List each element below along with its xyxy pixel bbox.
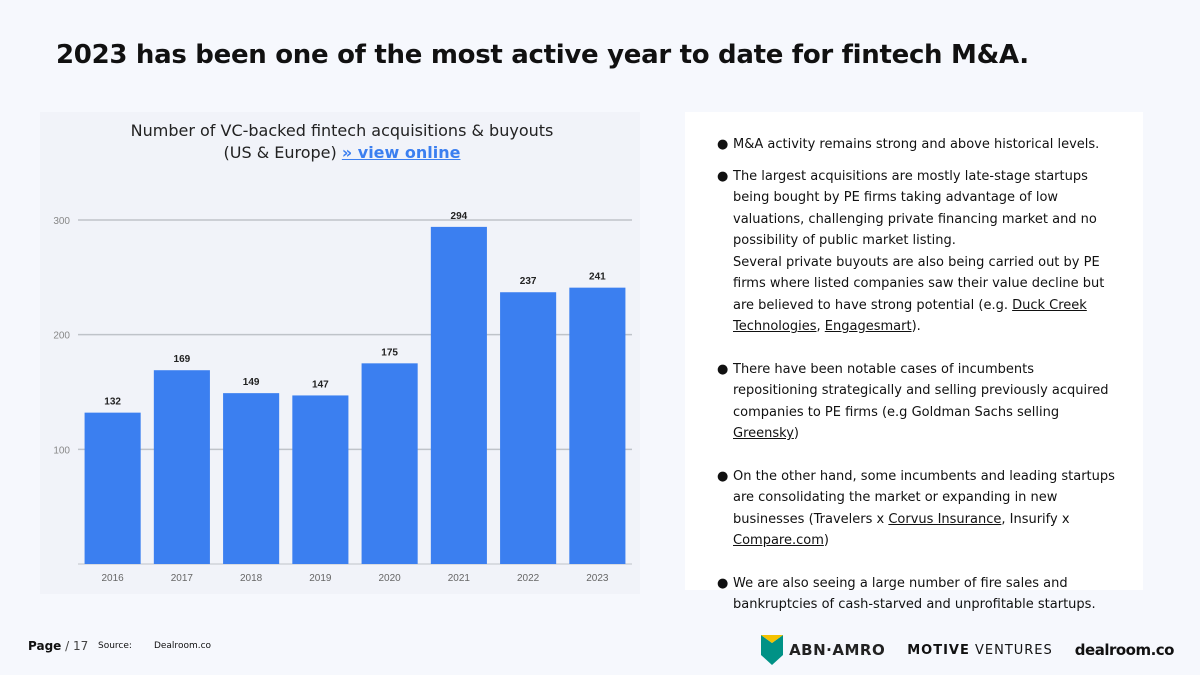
- note-item: ● There have been notable cases of incum…: [717, 359, 1119, 445]
- source-value: Dealroom.co: [153, 641, 212, 651]
- note-item: ● M&A activity remains strong and above …: [717, 134, 1119, 156]
- bar: [84, 412, 141, 564]
- y-tick-label: 300: [53, 216, 70, 227]
- data-label: 132: [104, 397, 121, 408]
- note-text: M&A activity remains strong and above hi…: [733, 137, 1100, 152]
- note-text: There have been notable cases of incumbe…: [733, 361, 1109, 420]
- data-label: 241: [589, 272, 606, 283]
- page-label: Page: [28, 639, 62, 653]
- note-text: On the other hand, some incumbents and l…: [733, 468, 1115, 527]
- compare-link[interactable]: Compare.com: [733, 533, 824, 548]
- view-online-link[interactable]: » view online: [341, 143, 461, 162]
- footer: Page / 17 Source: Dealroom.co: [28, 639, 211, 653]
- bullet-icon: ●: [717, 137, 729, 152]
- motive-ventures-logo: MOTIVE VENTURES: [907, 642, 1053, 658]
- bullet-icon: ●: [717, 168, 729, 184]
- bar: [500, 292, 557, 564]
- dealroom-logo: dealroom.co: [1074, 641, 1175, 659]
- chart-title-line2: (US & Europe) » view online: [40, 142, 644, 164]
- abn-shield-icon: [761, 635, 784, 665]
- chart-title: Number of VC-backed fintech acquisitions…: [40, 120, 644, 164]
- bar: [223, 393, 280, 564]
- page-title: 2023 has been one of the most active yea…: [56, 40, 1029, 70]
- notes-panel: ● M&A activity remains strong and above …: [685, 112, 1143, 612]
- note-text: ,: [816, 319, 825, 334]
- note-item: ● The largest acquisitions are mostly la…: [717, 166, 1119, 338]
- corvus-link[interactable]: Corvus Insurance: [888, 511, 1002, 527]
- notes-list: ● M&A activity remains strong and above …: [685, 112, 1143, 616]
- x-tick-label: 2022: [517, 573, 540, 584]
- data-label: 175: [381, 347, 398, 358]
- engagesmart-link[interactable]: Engagesmart: [824, 319, 912, 334]
- note-text: ): [823, 533, 829, 548]
- bullet-icon: ●: [717, 361, 729, 377]
- note-text: ).: [911, 319, 921, 334]
- data-label: 147: [312, 379, 329, 390]
- note-text: Several private buyouts are also being c…: [733, 254, 1105, 313]
- data-label: 169: [174, 354, 191, 365]
- chart-panel: Number of VC-backed fintech acquisitions…: [40, 112, 640, 594]
- bar: [361, 363, 418, 564]
- x-tick-label: 2021: [448, 573, 471, 584]
- data-label: 149: [243, 377, 260, 388]
- x-tick-label: 2017: [171, 573, 194, 584]
- chart-title-line1: Number of VC-backed fintech acquisitions…: [130, 121, 554, 140]
- note-text: The largest acquisitions are mostly late…: [733, 168, 1097, 249]
- x-tick-label: 2016: [102, 573, 125, 584]
- x-tick-label: 2019: [309, 573, 332, 584]
- page-number: / 17: [65, 639, 89, 653]
- y-tick-label: 100: [53, 445, 70, 456]
- partner-logos: ABN·AMRO MOTIVE VENTURES dealroom.co: [761, 633, 1175, 667]
- x-tick-label: 2018: [240, 573, 263, 584]
- data-label: 294: [451, 211, 468, 222]
- source-label: Source:: [98, 641, 132, 651]
- greensky-link[interactable]: Greensky: [733, 426, 794, 441]
- note-text: , Insurify x: [1001, 511, 1070, 527]
- note-item: ● We are also seeing a large number of f…: [717, 573, 1119, 616]
- bar-chart: 100 200 300 132 2016 169 2017 149 2018 147 2019 175…: [53, 211, 632, 584]
- y-tick-label: 200: [53, 331, 70, 342]
- chart-subtitle: (US & Europe): [223, 143, 337, 162]
- abn-amro-logo-text: ABN·AMRO: [789, 641, 886, 659]
- data-label: 237: [520, 276, 537, 287]
- note-text: ): [793, 426, 799, 441]
- duck-creek-link[interactable]: Duck Creek Technologies: [733, 297, 1087, 335]
- x-tick-label: 2020: [379, 573, 402, 584]
- x-tick-label: 2023: [586, 573, 609, 584]
- bar: [430, 226, 487, 564]
- bullet-icon: ●: [717, 468, 729, 484]
- bar: [569, 287, 626, 564]
- abn-amro-logo: ABN·AMRO: [761, 635, 885, 665]
- source: Source: Dealroom.co: [98, 641, 298, 651]
- bar: [292, 395, 349, 564]
- bar: [153, 370, 210, 564]
- bullet-icon: ●: [717, 575, 729, 591]
- note-item: ● On the other hand, some incumbents and…: [717, 466, 1119, 552]
- note-text: We are also seeing a large number of fir…: [733, 575, 1096, 613]
